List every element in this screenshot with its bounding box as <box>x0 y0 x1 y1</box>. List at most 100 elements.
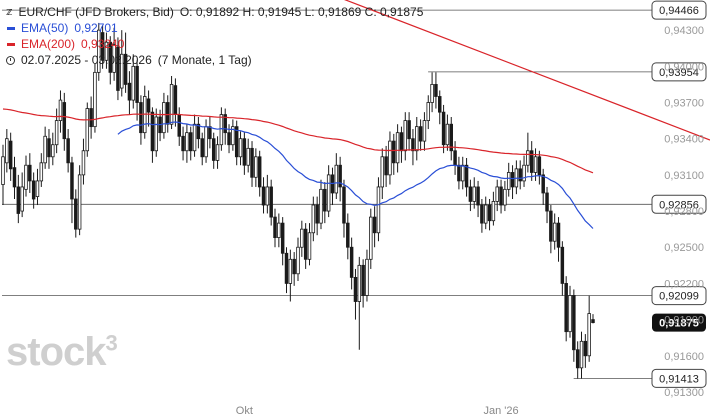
y-tick-label: 0,92500 <box>664 242 704 254</box>
candle-body <box>20 186 24 212</box>
candle-body <box>541 174 545 194</box>
candle-body <box>231 126 235 146</box>
candle-body <box>234 126 239 158</box>
ema200-value: 0,93240 <box>81 37 125 51</box>
level-lines: 0,94466 0,93954 0,92856 0,92099 0,91413 0,918… <box>2 0 707 388</box>
candle-body <box>154 116 158 152</box>
candle-body <box>131 65 136 101</box>
legend-symbol-row: 𝕫 EUR/CHF (JFD Brokers, Bid) O: 0,91892 … <box>6 4 429 20</box>
symbol-label: EUR/CHF (JFD Brokers, Bid) <box>18 5 174 19</box>
candle-body <box>384 156 388 176</box>
ema-lines <box>2 108 594 229</box>
candle-body <box>307 232 312 260</box>
candle-body <box>483 204 488 224</box>
ema200-label: EMA(200) <box>21 37 76 51</box>
candle-body <box>211 138 216 161</box>
ema50-label: EMA(50) <box>21 21 69 35</box>
candle-body <box>568 295 572 333</box>
candle-body <box>81 150 86 176</box>
y-tick-label: 0,93400 <box>664 134 704 146</box>
candle-body <box>254 156 258 178</box>
candle-body <box>257 156 262 188</box>
candle-body <box>388 140 392 176</box>
candle-body <box>346 222 350 248</box>
candle-body <box>395 132 400 164</box>
candle-body <box>342 186 346 224</box>
last-price-tag <box>652 313 706 332</box>
candle-body <box>196 123 201 140</box>
level-tag <box>651 368 707 388</box>
candle-body <box>116 46 120 91</box>
candle-body <box>460 164 465 182</box>
y-tick-label: 0,92200 <box>664 278 704 290</box>
level-tag <box>651 62 707 82</box>
y-tick-label: 0,91900 <box>664 315 704 327</box>
stock3-logo: stock3 <box>6 330 118 375</box>
candle-body <box>572 295 576 351</box>
candle-body <box>361 264 365 296</box>
candle-body <box>265 186 270 206</box>
candle-body <box>422 120 427 142</box>
candle-body <box>177 114 181 137</box>
candle-body <box>579 340 584 369</box>
candle-body <box>24 164 28 190</box>
candle-body <box>491 201 496 222</box>
ema200-line <box>2 108 594 174</box>
candle-body <box>51 144 55 158</box>
candle-body <box>284 252 289 284</box>
candle-body <box>510 172 515 188</box>
candle-body <box>303 228 308 260</box>
candle-body <box>438 96 442 113</box>
candle-body <box>323 188 327 212</box>
candle-body <box>1 156 5 185</box>
candle-body <box>575 349 580 369</box>
candle-body <box>219 114 224 146</box>
candle-body <box>480 204 484 224</box>
candle-body <box>403 120 408 152</box>
candle-body <box>499 186 503 206</box>
candle-body <box>537 156 542 176</box>
candle-body <box>150 111 155 152</box>
candle-body <box>215 144 220 161</box>
legend-ema200-row[interactable]: EMA(200) 0,93240 <box>6 36 429 52</box>
candle-body <box>135 65 139 103</box>
level-label: 0,93954 <box>659 67 699 79</box>
candle-body <box>112 44 116 73</box>
candle-body <box>162 102 166 134</box>
candle-body <box>526 150 530 166</box>
candle-body <box>441 111 446 146</box>
legend-range-row: 02.07.2025 - 03.02.2026 (7 Monate, 1 Tag… <box>6 52 429 68</box>
x-tick-label: Okt <box>236 405 253 417</box>
candle-body <box>31 180 36 200</box>
candle-body <box>518 168 522 182</box>
candle-body <box>549 210 553 242</box>
ema50-line <box>117 121 594 229</box>
y-tick-label: 0,91600 <box>664 351 704 363</box>
candle-body <box>338 164 342 188</box>
level-label: 0,92856 <box>659 199 699 211</box>
logo-text: stock <box>6 330 106 374</box>
candle-body <box>227 132 231 146</box>
ohlc-values: O: 0,91892 H: 0,91945 L: 0,91869 C: 0,91… <box>179 5 424 19</box>
candle-body <box>185 132 189 152</box>
level-tag <box>651 286 707 306</box>
candle-body <box>139 102 143 134</box>
candlestick-icon: 𝕫 <box>6 6 13 18</box>
candle-body <box>97 29 101 73</box>
level-label: 0,94466 <box>659 5 699 17</box>
candle-body <box>62 102 67 140</box>
candle-body <box>12 167 17 188</box>
candle-body <box>376 186 381 234</box>
last-price-label: 0,91875 <box>659 318 699 330</box>
y-tick-label: 0,93100 <box>664 170 704 182</box>
candle-body <box>93 71 97 128</box>
candle-body <box>35 180 40 197</box>
candle-body <box>552 222 557 242</box>
y-tick-label: 0,92800 <box>664 206 704 218</box>
candle-body <box>311 204 316 234</box>
level-tag <box>651 194 707 214</box>
level-label: 0,91413 <box>659 373 699 385</box>
legend-ema50-row[interactable]: EMA(50) 0,92701 <box>6 20 429 36</box>
candle-body <box>449 123 453 152</box>
